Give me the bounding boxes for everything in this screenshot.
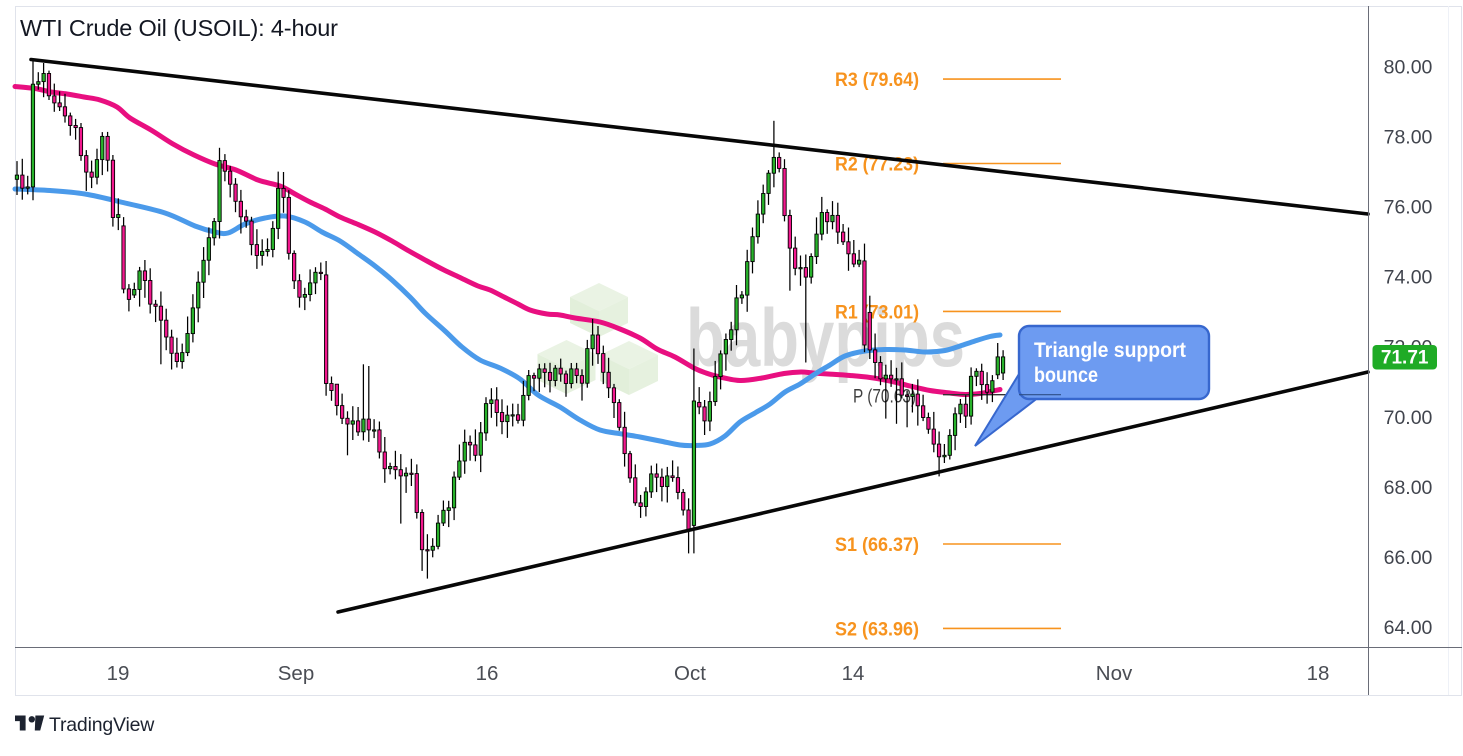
svg-text:64.00: 64.00 [1384, 617, 1433, 639]
svg-text:Oct: Oct [674, 662, 706, 685]
svg-text:80.00: 80.00 [1384, 57, 1433, 79]
svg-text:16: 16 [476, 662, 499, 685]
svg-text:66.00: 66.00 [1384, 547, 1433, 569]
svg-text:WTI Crude Oil (USOIL): 4-hour: WTI Crude Oil (USOIL): 4-hour [20, 15, 338, 41]
svg-text:R3 (79.64): R3 (79.64) [835, 70, 919, 91]
svg-text:78.00: 78.00 [1384, 127, 1433, 149]
svg-text:71.71: 71.71 [1381, 348, 1429, 369]
svg-text:74.00: 74.00 [1384, 267, 1433, 289]
svg-text:S1 (66.37): S1 (66.37) [835, 535, 919, 556]
svg-text:S2 (63.96): S2 (63.96) [835, 619, 919, 640]
svg-text:TradingView: TradingView [49, 714, 155, 736]
svg-text:18: 18 [1307, 662, 1330, 685]
svg-text:Nov: Nov [1096, 662, 1133, 685]
svg-text:bounce: bounce [1034, 364, 1098, 387]
svg-text:R1 (73.01): R1 (73.01) [835, 302, 919, 323]
svg-text:19: 19 [107, 662, 130, 685]
svg-text:Sep: Sep [278, 662, 314, 685]
svg-text:76.00: 76.00 [1384, 197, 1433, 219]
svg-text:Triangle support: Triangle support [1034, 339, 1186, 362]
svg-text:70.00: 70.00 [1384, 407, 1433, 429]
svg-text:68.00: 68.00 [1384, 477, 1433, 499]
svg-text:14: 14 [842, 662, 865, 685]
